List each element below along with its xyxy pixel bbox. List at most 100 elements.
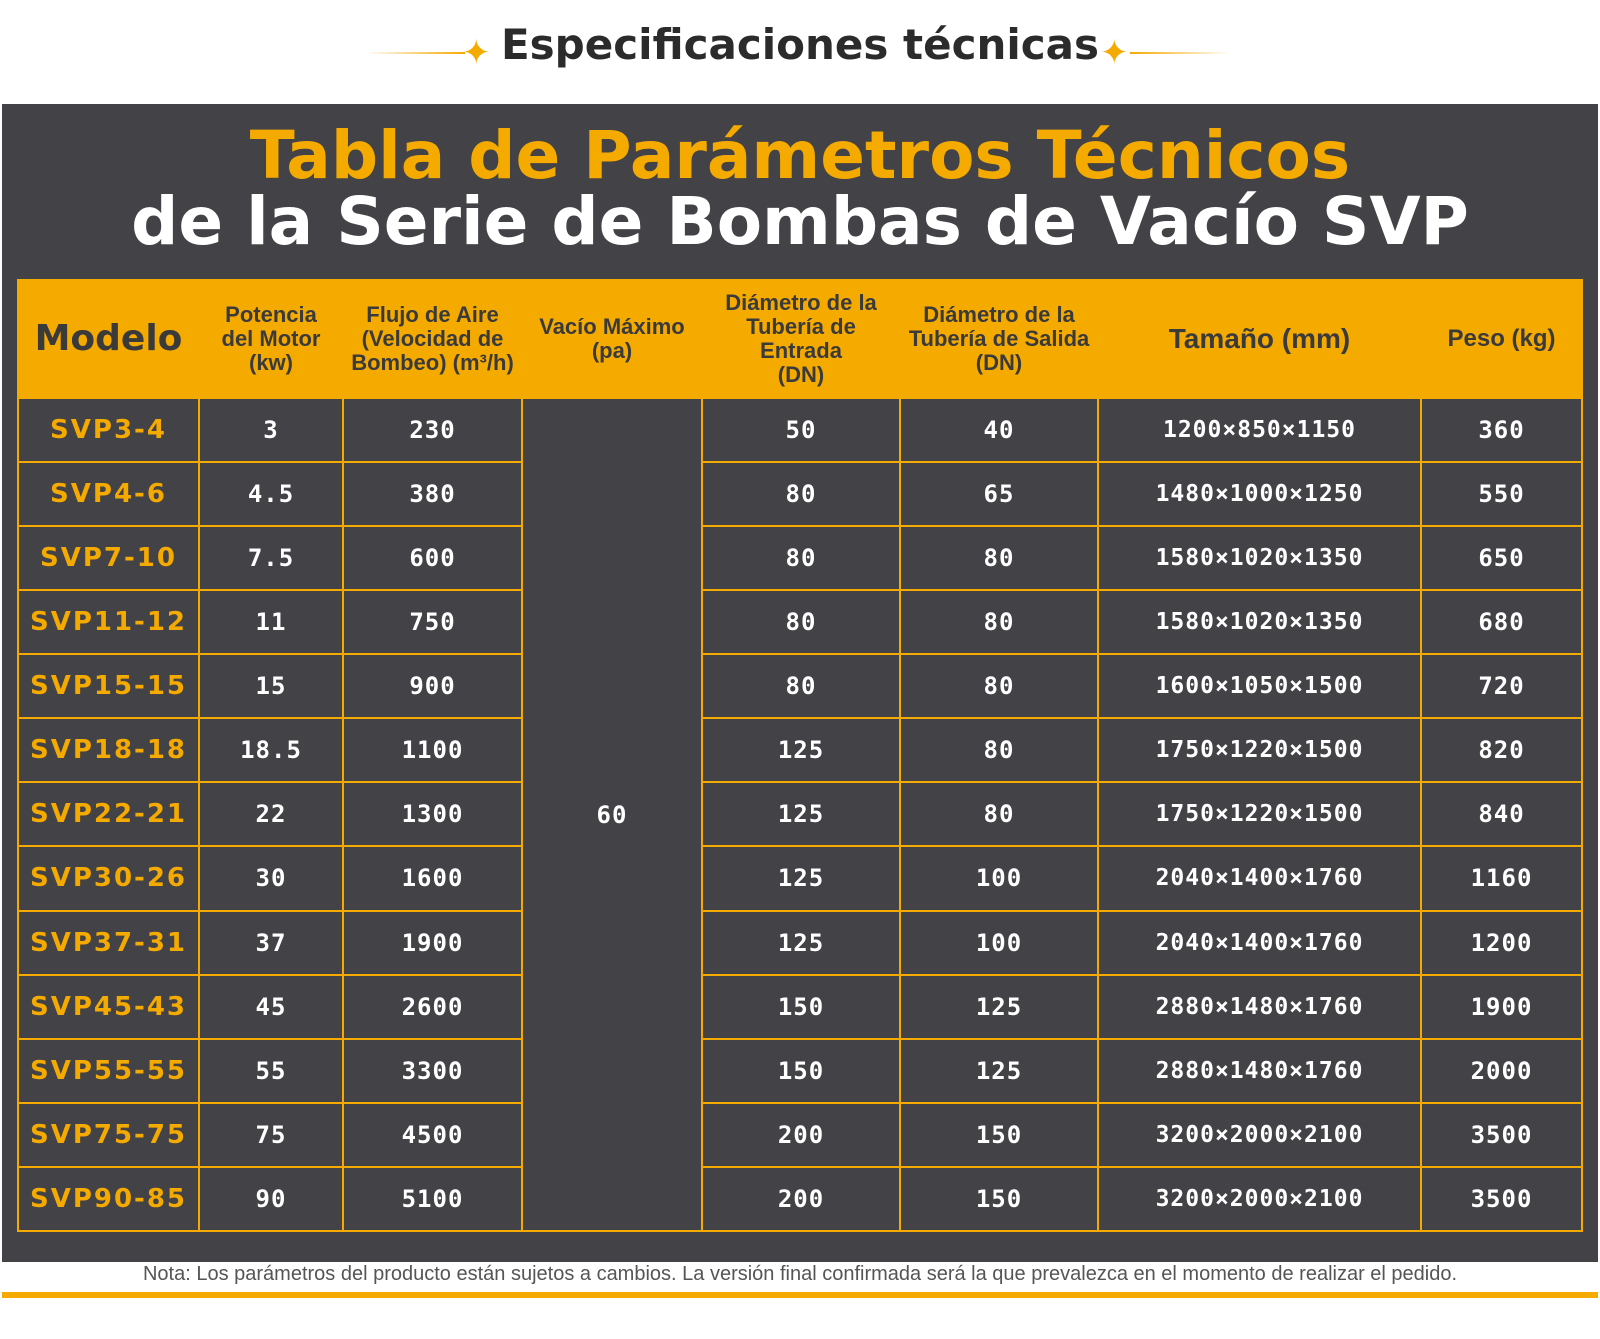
table-row: SVP37-31 37 1900 125 100 2040×1400×1760 … <box>17 909 1583 976</box>
cell-model: SVP30-26 <box>17 845 200 912</box>
cell-outlet: 150 <box>899 1165 1099 1233</box>
table-row: SVP90-85 90 5100 200 150 3200×2000×2100 … <box>17 1165 1583 1233</box>
cell-max-vacuum: 60 <box>521 397 703 1232</box>
cell-weight: 1200 <box>1420 909 1583 976</box>
table-row: SVP30-26 30 1600 125 100 2040×1400×1760 … <box>17 845 1583 912</box>
cell-weight: 360 <box>1420 396 1583 464</box>
cell-model: SVP90-85 <box>17 1165 200 1233</box>
cell-power: 45 <box>198 973 344 1040</box>
cell-size: 2040×1400×1760 <box>1097 845 1422 912</box>
cell-size: 2880×1480×1760 <box>1097 973 1422 1040</box>
header-weight: Peso (kg) <box>1420 279 1583 399</box>
header-flow: Flujo de Aire (Velocidad de Bombeo) (m³/… <box>342 279 523 399</box>
table-row: SVP7-10 7.5 600 80 80 1580×1020×1350 650 <box>17 525 1583 592</box>
table-title-line2: de la Serie de Bombas de Vacío SVP <box>131 183 1469 260</box>
cell-power: 55 <box>198 1037 344 1104</box>
table-row: SVP55-55 55 3300 150 125 2880×1480×1760 … <box>17 1037 1583 1104</box>
cell-weight: 680 <box>1420 589 1583 656</box>
table-header-row: Modelo Potencia del Motor (kw) Flujo de … <box>17 279 1583 399</box>
cell-inlet: 80 <box>701 525 901 592</box>
cell-size: 1200×850×1150 <box>1097 396 1422 464</box>
cell-flow: 1300 <box>342 781 523 848</box>
cell-size: 3200×2000×2100 <box>1097 1165 1422 1233</box>
cell-inlet: 125 <box>701 781 901 848</box>
cell-size: 1600×1050×1500 <box>1097 653 1422 720</box>
cell-inlet: 80 <box>701 589 901 656</box>
header-inlet: Diámetro de la Tubería de Entrada (DN) <box>701 279 901 399</box>
cell-weight: 720 <box>1420 653 1583 720</box>
table-title-line1: Tabla de Parámetros Técnicos <box>249 117 1351 194</box>
table-row: SVP11-12 11 750 80 80 1580×1020×1350 680 <box>17 589 1583 656</box>
cell-inlet: 150 <box>701 1037 901 1104</box>
cell-model: SVP15-15 <box>17 653 200 720</box>
table-row: SVP15-15 15 900 80 80 1600×1050×1500 720 <box>17 653 1583 720</box>
cell-inlet: 125 <box>701 845 901 912</box>
cell-model: SVP11-12 <box>17 589 200 656</box>
cell-flow: 230 <box>342 396 523 464</box>
header-outlet-line3: (DN) <box>975 350 1023 375</box>
cell-model: SVP7-10 <box>17 525 200 592</box>
cell-inlet: 125 <box>701 717 901 784</box>
cell-model: SVP3-4 <box>17 396 200 464</box>
header-divider-right <box>1130 52 1230 54</box>
header-flow-line3: Bombeo) (m³/h) <box>351 350 514 375</box>
cell-size: 1750×1220×1500 <box>1097 717 1422 784</box>
table-row: SVP45-43 45 2600 150 125 2880×1480×1760 … <box>17 973 1583 1040</box>
cell-flow: 380 <box>342 461 523 528</box>
cell-weight: 840 <box>1420 781 1583 848</box>
header-power-line3: (kw) <box>249 350 293 375</box>
cell-flow: 2600 <box>342 973 523 1040</box>
header-power: Potencia del Motor (kw) <box>198 279 344 399</box>
table-row: SVP3-4 3 230 60 50 40 1200×850×1150 360 <box>17 396 1583 1232</box>
cell-power: 3 <box>198 396 344 464</box>
header-size: Tamaño (mm) <box>1097 279 1422 399</box>
cell-power: 90 <box>198 1165 344 1233</box>
cell-model: SVP45-43 <box>17 973 200 1040</box>
cell-outlet: 100 <box>899 909 1099 976</box>
cell-size: 1480×1000×1250 <box>1097 461 1422 528</box>
cell-power: 30 <box>198 845 344 912</box>
cell-inlet: 200 <box>701 1165 901 1233</box>
cell-power: 75 <box>198 1101 344 1168</box>
header-vacuum: Vacío Máximo (pa) <box>521 279 703 399</box>
cell-power: 18.5 <box>198 717 344 784</box>
cell-inlet: 50 <box>701 396 901 464</box>
cell-inlet: 125 <box>701 909 901 976</box>
cell-weight: 1160 <box>1420 845 1583 912</box>
cell-model: SVP22-21 <box>17 781 200 848</box>
table-row: SVP75-75 75 4500 200 150 3200×2000×2100 … <box>17 1101 1583 1168</box>
table-row: SVP22-21 22 1300 125 80 1750×1220×1500 8… <box>17 781 1583 848</box>
cell-size: 3200×2000×2100 <box>1097 1101 1422 1168</box>
cell-inlet: 150 <box>701 973 901 1040</box>
cell-weight: 650 <box>1420 525 1583 592</box>
cell-outlet: 125 <box>899 1037 1099 1104</box>
footer-accent-bar <box>2 1292 1598 1298</box>
cell-model: SVP18-18 <box>17 717 200 784</box>
sparkle-star-icon: ✦ <box>1100 34 1129 72</box>
cell-weight: 3500 <box>1420 1165 1583 1233</box>
header-inlet-line1: Diámetro de la <box>725 290 877 315</box>
cell-power: 15 <box>198 653 344 720</box>
cell-outlet: 80 <box>899 717 1099 784</box>
header-inlet-line2: Tubería de Entrada <box>746 314 856 363</box>
spec-table: Modelo Potencia del Motor (kw) Flujo de … <box>17 279 1583 1233</box>
page-title: Especificaciones técnicas <box>500 20 1100 69</box>
header-vacuum-line1: Vacío Máximo <box>539 314 685 339</box>
cell-flow: 600 <box>342 525 523 592</box>
cell-power: 37 <box>198 909 344 976</box>
cell-power: 11 <box>198 589 344 656</box>
table-row: SVP18-18 18.5 1100 125 80 1750×1220×1500… <box>17 717 1583 784</box>
cell-weight: 3500 <box>1420 1101 1583 1168</box>
cell-model: SVP75-75 <box>17 1101 200 1168</box>
header-model: Modelo <box>17 279 200 399</box>
cell-weight: 2000 <box>1420 1037 1583 1104</box>
cell-size: 2880×1480×1760 <box>1097 1037 1422 1104</box>
cell-flow: 3300 <box>342 1037 523 1104</box>
header-outlet: Diámetro de la Tubería de Salida (DN) <box>899 279 1099 399</box>
cell-outlet: 80 <box>899 653 1099 720</box>
cell-outlet: 40 <box>899 396 1099 464</box>
header-flow-line1: Flujo de Aire <box>366 302 499 327</box>
header-vacuum-line2: (pa) <box>591 338 633 363</box>
sparkle-star-icon: ✦ <box>462 34 491 72</box>
disclaimer-note: Nota: Los parámetros del producto están … <box>142 1263 1458 1285</box>
